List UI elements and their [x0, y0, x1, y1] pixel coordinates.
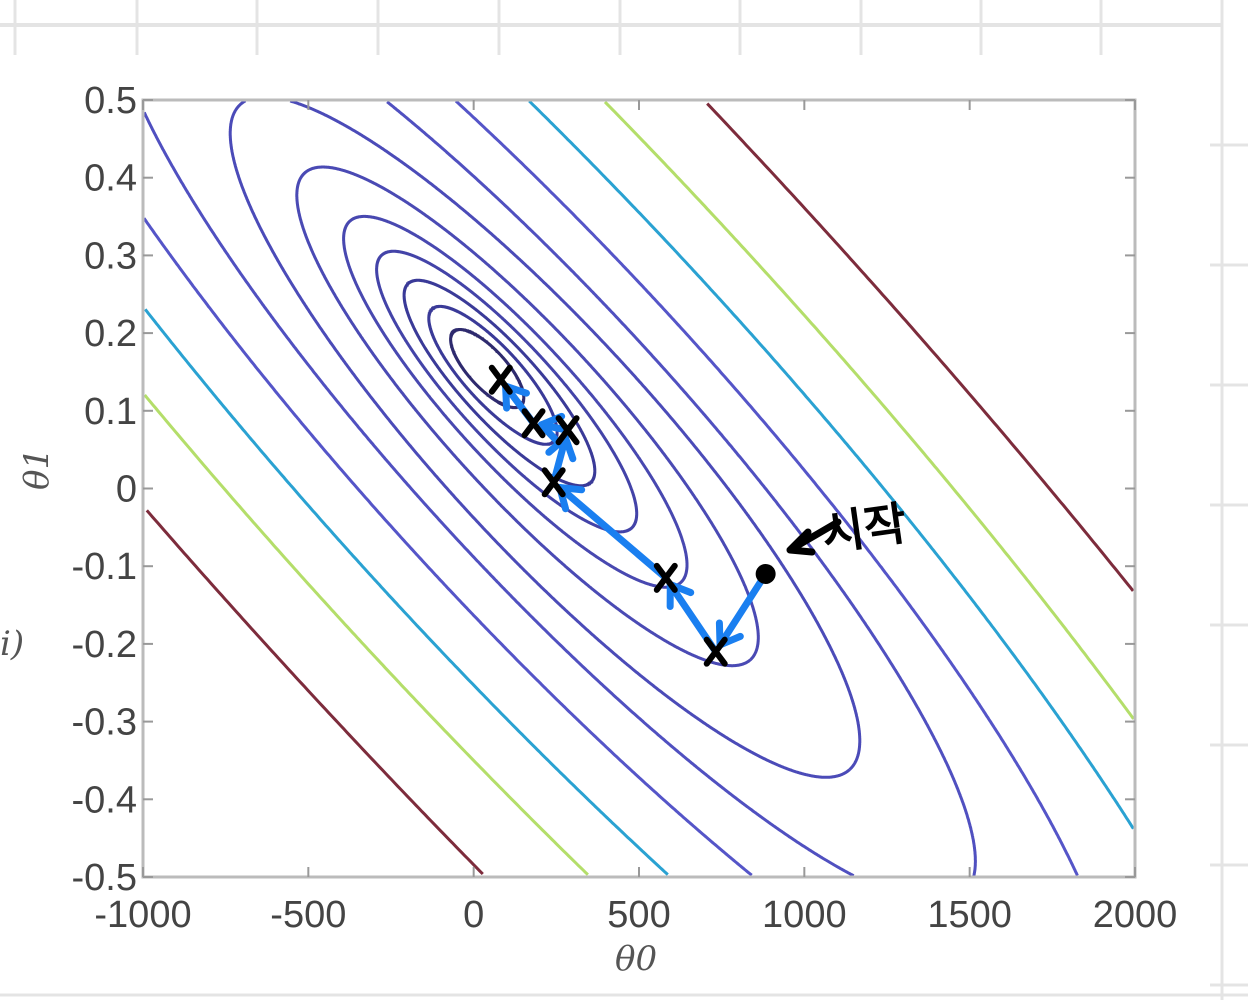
y-tick-label: 0.2	[84, 313, 137, 355]
contour-line	[454, 99, 1079, 877]
contour-line	[295, 165, 760, 668]
y-axis-label: θ1	[17, 448, 57, 490]
contour-line	[142, 111, 855, 878]
y-tick-label: -0.4	[72, 779, 137, 821]
y-tick-label: 0	[116, 469, 137, 511]
annotation-text: 시작	[818, 496, 909, 561]
contour-line	[342, 214, 689, 589]
contour-line	[289, 99, 862, 771]
step-x-mark	[653, 562, 678, 593]
y-tick-label: -0.1	[72, 546, 137, 588]
descent-step-arrow	[716, 570, 770, 649]
x-tick-label: 1000	[762, 894, 847, 936]
contour-line	[449, 328, 526, 410]
contour-line	[402, 278, 597, 488]
contour-line	[386, 100, 977, 877]
contour-line	[145, 509, 484, 876]
x-tick-label: 1500	[927, 894, 1012, 936]
contour-line	[375, 249, 639, 534]
y-tick-label: 0.3	[84, 235, 137, 277]
step-x-mark	[703, 636, 728, 667]
step-x-mark	[521, 408, 546, 439]
contour-line	[228, 99, 851, 779]
arrow-head	[562, 434, 577, 463]
y-tick-label: -0.3	[72, 702, 137, 744]
contour-line	[528, 100, 1135, 830]
gradient-descent-path	[488, 364, 776, 667]
y-tick-label: -0.5	[72, 857, 137, 899]
contour-line	[706, 102, 1135, 592]
contour-lines	[142, 99, 1135, 878]
step-x-mark	[488, 364, 513, 395]
x-tick-label: -1000	[94, 894, 191, 936]
y-tick-label: 0.1	[84, 391, 137, 433]
descent-step-arrow	[556, 483, 670, 582]
cut-off-text: i)	[0, 624, 24, 664]
contour-line	[143, 394, 589, 876]
start-annotation: 시작	[786, 496, 910, 561]
x-axis-label: θ0	[615, 939, 657, 979]
step-x-mark	[555, 415, 580, 446]
contour-line	[142, 217, 753, 877]
step-x-mark	[541, 467, 566, 498]
y-tick-label: 0.4	[84, 158, 137, 200]
start-point	[755, 563, 776, 584]
x-tick-label: 500	[607, 894, 670, 936]
contour-line	[144, 308, 669, 876]
arrow-head	[556, 483, 586, 494]
contour-line	[427, 304, 559, 446]
y-tick-label: 0.5	[84, 80, 137, 122]
x-tick-label: 2000	[1093, 894, 1178, 936]
x-tick-label: 0	[463, 894, 484, 936]
x-tick-label: -500	[270, 894, 346, 936]
annotation-arrow	[786, 518, 842, 556]
y-tick-label: -0.2	[72, 624, 137, 666]
contour-line	[603, 100, 1135, 720]
axis-ticks: -1000 -500 0 500 1000 1500 2000 0.5 0.4 0.3 0.2 0.1…	[72, 80, 1178, 936]
